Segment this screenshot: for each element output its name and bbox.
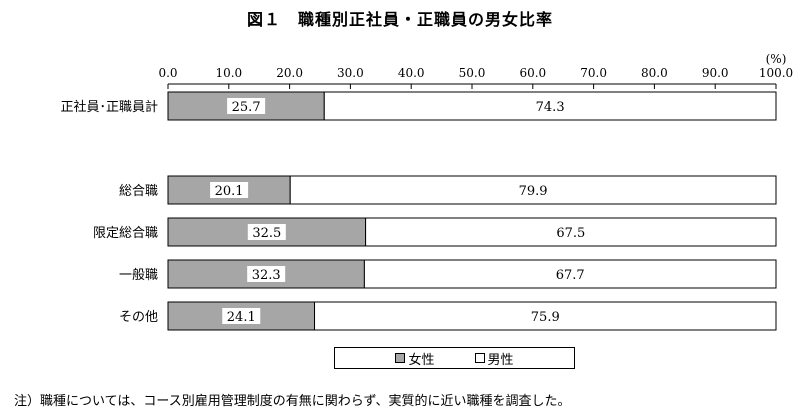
chart-title: 図１ 職種別正社員・正職員の男女比率: [246, 10, 553, 29]
bar-male: [289, 175, 777, 205]
bar-male: [365, 217, 777, 247]
data-label-male: 74.3: [536, 100, 565, 115]
data-label-male: 67.7: [556, 268, 585, 283]
x-tick-label: 100.0: [759, 66, 793, 80]
x-tick-label: 0.0: [158, 66, 177, 80]
category-label: 一般職: [119, 267, 158, 283]
x-axis: 0.0 10.0 20.0 30.0 40.0 50.0 60.0 70.0 80.0 90.0 1…: [158, 52, 793, 89]
data-label-male: 67.5: [556, 226, 585, 241]
data-label-background: [247, 266, 286, 282]
category-label: 限定総合職: [93, 226, 158, 241]
footnote: 注）職種については、コース別雇用管理制度の有無に関わらず、実質的に近い職種を調査…: [14, 394, 571, 409]
bar-male: [323, 91, 777, 121]
bars: 25.7 74.3 20.1 79.9 32.5 67.5 32.3 67.7 24.1 75.9: [167, 91, 777, 331]
data-label-female: 32.3: [252, 268, 281, 283]
data-label-background: [247, 224, 286, 240]
unit-label: (%): [766, 52, 787, 66]
data-label-female: 32.5: [252, 226, 281, 241]
bar-male: [363, 259, 777, 289]
x-tick-label: 10.0: [215, 66, 242, 80]
data-label-male: 75.9: [531, 310, 560, 325]
x-tick-label: 70.0: [580, 66, 607, 80]
data-label-female: 24.1: [227, 310, 256, 325]
legend: 女性 男性: [334, 347, 575, 369]
category-label: 総合職: [119, 184, 158, 199]
x-tick-label: 20.0: [276, 66, 303, 80]
category-label: 正社員･正職員計: [60, 99, 158, 115]
data-label-female: 20.1: [215, 184, 244, 199]
data-label-male: 79.9: [519, 184, 548, 199]
legend-swatch-male: [474, 353, 485, 363]
category-label: その他: [119, 310, 158, 325]
data-label-background: [222, 308, 261, 324]
legend-item-male: 男性: [474, 349, 514, 368]
data-label-female: 25.7: [232, 100, 261, 115]
x-tick-label: 60.0: [519, 66, 546, 80]
legend-swatch-female: [395, 353, 406, 363]
data-label-background: [210, 182, 249, 198]
x-tick-label: 30.0: [337, 66, 364, 80]
x-tick-label: 50.0: [459, 66, 486, 80]
bar-male: [314, 301, 777, 331]
legend-item-female: 女性: [395, 349, 435, 368]
legend-label-female: 女性: [408, 352, 435, 368]
x-tick-label: 80.0: [641, 66, 668, 80]
x-tick-label: 90.0: [702, 66, 729, 80]
x-tick-label: 40.0: [398, 66, 425, 80]
legend-label-male: 男性: [487, 352, 514, 368]
data-label-background: [227, 98, 266, 114]
